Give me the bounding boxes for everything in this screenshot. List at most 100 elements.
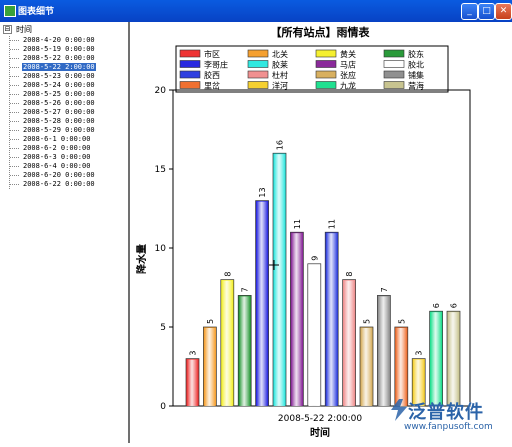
tree-item[interactable]: 2008-6-3 0:00:00 bbox=[10, 153, 96, 162]
legend-label: 九龙 bbox=[340, 81, 356, 91]
bar-highlight bbox=[204, 328, 216, 406]
tree-item-label: 2008-4-20 0:00:00 bbox=[23, 36, 95, 44]
fanpu-logo-icon bbox=[391, 399, 407, 421]
legend-label: 营海 bbox=[408, 81, 424, 91]
bar-value-label: 8 bbox=[345, 272, 354, 277]
legend-label: 胶西 bbox=[204, 70, 220, 80]
bar-value-label: 11 bbox=[328, 219, 337, 229]
tree-item-label: 2008-5-27 0:00:00 bbox=[23, 108, 95, 116]
watermark-url: www.fanpusoft.com bbox=[404, 422, 493, 432]
legend-label: 黄关 bbox=[340, 49, 356, 59]
watermark-brand: 泛普软件 bbox=[408, 402, 484, 423]
legend-label: 洋河 bbox=[272, 81, 288, 91]
tree-item[interactable]: 2008-4-20 0:00:00 bbox=[10, 36, 96, 45]
bar-highlight bbox=[343, 280, 355, 406]
bar-highlight bbox=[361, 328, 372, 406]
bar-highlight bbox=[239, 296, 251, 406]
tree-item[interactable]: 2008-5-28 0:00:00 bbox=[10, 117, 96, 126]
y-tick-label: 0 bbox=[160, 402, 166, 412]
y-tick-label: 5 bbox=[160, 323, 166, 333]
legend-swatch bbox=[383, 81, 405, 89]
tree-item[interactable]: 2008-5-23 0:00:00 bbox=[10, 72, 96, 81]
bar-highlight bbox=[413, 359, 425, 406]
bar-highlight bbox=[187, 359, 198, 406]
legend-label: 市区 bbox=[204, 49, 220, 59]
tree-item-label: 2008-5-29 0:00:00 bbox=[23, 126, 95, 134]
tree-item[interactable]: 2008-5-19 0:00:00 bbox=[10, 45, 96, 54]
close-button[interactable]: ✕ bbox=[495, 3, 512, 20]
legend-label: 马店 bbox=[340, 60, 356, 70]
y-tick-label: 15 bbox=[155, 165, 166, 175]
tree-item[interactable]: 2008-5-22 2:00:00 bbox=[10, 63, 96, 72]
bar-highlight bbox=[395, 328, 407, 406]
bar-value-label: 6 bbox=[450, 303, 459, 308]
legend-label: 北关 bbox=[272, 49, 288, 59]
tree-item[interactable]: 2008-6-2 0:00:00 bbox=[10, 144, 96, 153]
chart-area: 【所有站点】雨情表 市区 北关 黄关 胶东 李哥庄 胶莱 马店 胶北 胶西 杜村 张应 铺集 里岔 洋河 九… bbox=[130, 22, 512, 443]
chart-title: 【所有站点】雨情表 bbox=[271, 25, 371, 39]
collapse-icon[interactable]: ⊟ bbox=[3, 25, 12, 34]
x-category-label: 2008-5-22 2:00:00 bbox=[278, 414, 362, 424]
legend-swatch bbox=[179, 49, 201, 58]
tree-item[interactable]: 2008-5-24 0:00:00 bbox=[10, 81, 96, 90]
tree-item-label: 2008-6-1 0:00:00 bbox=[23, 135, 91, 143]
tree-item[interactable]: 2008-5-29 0:00:00 bbox=[10, 126, 96, 135]
watermark: 泛普软件 www.fanpusoft.com bbox=[388, 398, 508, 438]
bar-value-label: 8 bbox=[223, 272, 232, 277]
tree-item-label: 2008-5-23 0:00:00 bbox=[23, 72, 95, 80]
tree-item-label: 2008-5-25 0:00:00 bbox=[23, 90, 95, 98]
bar-highlight bbox=[326, 233, 338, 406]
bar-highlight bbox=[291, 233, 303, 406]
title-bar: 图表细节 _ □ ✕ bbox=[0, 0, 512, 22]
time-tree-panel: ⊟ 时间 2008-4-20 0:00:00 2008-5-19 0:00:00 20… bbox=[0, 22, 130, 443]
y-axis: 0 5 10 15 20 bbox=[155, 86, 471, 412]
legend-swatch bbox=[179, 70, 201, 79]
bar-value-label: 9 bbox=[310, 256, 319, 261]
legend-swatch bbox=[315, 60, 337, 68]
legend-swatch bbox=[247, 49, 269, 58]
legend-swatch bbox=[383, 60, 405, 68]
tree-item[interactable]: 2008-6-1 0:00:00 bbox=[10, 135, 96, 144]
window-title: 图表细节 bbox=[18, 7, 55, 17]
bar-value-label: 3 bbox=[415, 351, 424, 356]
app-icon bbox=[4, 5, 16, 17]
legend-swatch bbox=[315, 81, 337, 89]
legend-label: 里岔 bbox=[204, 81, 220, 91]
bar-highlight bbox=[221, 280, 233, 406]
y-axis-label: 降水量 bbox=[135, 244, 148, 274]
legend-label: 铺集 bbox=[408, 70, 424, 80]
tree-root[interactable]: ⊟ 时间 bbox=[3, 24, 32, 36]
tree-items: 2008-4-20 0:00:00 2008-5-19 0:00:00 2008-5… bbox=[9, 36, 96, 189]
bar-value-label: 5 bbox=[397, 319, 406, 324]
legend-label: 胶莱 bbox=[272, 60, 288, 70]
bar-value-label: 11 bbox=[293, 219, 302, 229]
bar-value-label: 13 bbox=[258, 187, 267, 197]
legend-swatch bbox=[383, 70, 405, 79]
y-tick-label: 10 bbox=[155, 244, 167, 254]
legend-swatch bbox=[383, 49, 405, 58]
bar-value-label: 3 bbox=[189, 351, 198, 356]
tree-item-label: 2008-6-3 0:00:00 bbox=[23, 153, 91, 161]
bar-highlight bbox=[448, 312, 459, 406]
legend-label: 张应 bbox=[340, 70, 356, 80]
tree-item-label: 2008-5-26 0:00:00 bbox=[23, 99, 95, 107]
minimize-button[interactable]: _ bbox=[461, 3, 478, 20]
tree-item[interactable]: 2008-6-20 0:00:00 bbox=[10, 171, 96, 180]
x-axis-label: 时间 bbox=[310, 426, 330, 439]
tree-item-label: 2008-5-24 0:00:00 bbox=[23, 81, 95, 89]
tree-item[interactable]: 2008-6-22 0:00:00 bbox=[10, 180, 96, 189]
tree-item[interactable]: 2008-5-27 0:00:00 bbox=[10, 108, 96, 117]
maximize-button[interactable]: □ bbox=[478, 3, 495, 20]
tree-item-label: 2008-6-4 0:00:00 bbox=[23, 162, 91, 170]
legend-label: 胶北 bbox=[408, 60, 424, 70]
bar-value-label: 5 bbox=[363, 319, 372, 324]
tree-root-label: 时间 bbox=[16, 25, 32, 34]
tree-item-label: 2008-6-22 0:00:00 bbox=[23, 180, 95, 188]
legend-swatch bbox=[247, 60, 269, 68]
tree-item[interactable]: 2008-5-22 0:00:00 bbox=[10, 54, 96, 63]
tree-item[interactable]: 2008-6-4 0:00:00 bbox=[10, 162, 96, 171]
tree-item[interactable]: 2008-5-25 0:00:00 bbox=[10, 90, 96, 99]
tree-item[interactable]: 2008-5-26 0:00:00 bbox=[10, 99, 96, 108]
bar-value-label: 5 bbox=[206, 319, 215, 324]
